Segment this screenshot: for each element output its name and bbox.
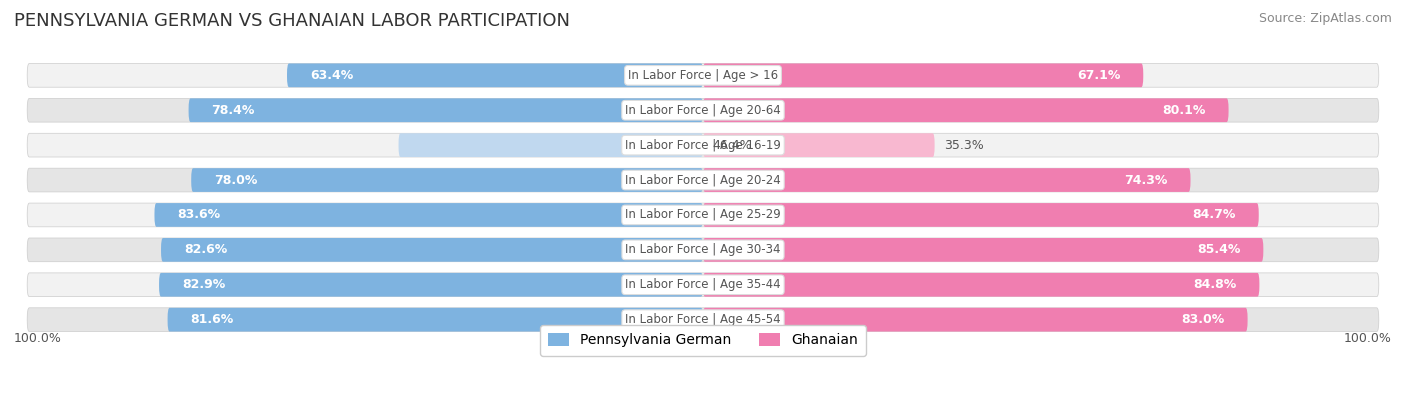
FancyBboxPatch shape — [703, 64, 1143, 87]
Text: 35.3%: 35.3% — [945, 139, 984, 152]
FancyBboxPatch shape — [162, 238, 703, 262]
Text: In Labor Force | Age 35-44: In Labor Force | Age 35-44 — [626, 278, 780, 291]
FancyBboxPatch shape — [27, 64, 1379, 87]
Text: In Labor Force | Age > 16: In Labor Force | Age > 16 — [628, 69, 778, 82]
Text: 80.1%: 80.1% — [1163, 104, 1205, 117]
FancyBboxPatch shape — [27, 168, 1379, 192]
Legend: Pennsylvania German, Ghanaian: Pennsylvania German, Ghanaian — [540, 325, 866, 356]
FancyBboxPatch shape — [703, 168, 1191, 192]
FancyBboxPatch shape — [159, 273, 703, 297]
FancyBboxPatch shape — [27, 273, 1379, 297]
FancyBboxPatch shape — [27, 133, 1379, 157]
Text: In Labor Force | Age 20-64: In Labor Force | Age 20-64 — [626, 104, 780, 117]
FancyBboxPatch shape — [27, 308, 1379, 331]
Text: In Labor Force | Age 20-24: In Labor Force | Age 20-24 — [626, 173, 780, 186]
FancyBboxPatch shape — [703, 273, 1260, 297]
Text: 84.7%: 84.7% — [1192, 209, 1236, 222]
FancyBboxPatch shape — [703, 133, 935, 157]
FancyBboxPatch shape — [191, 168, 703, 192]
FancyBboxPatch shape — [703, 98, 1229, 122]
Text: 83.6%: 83.6% — [177, 209, 221, 222]
FancyBboxPatch shape — [703, 238, 1264, 262]
FancyBboxPatch shape — [155, 203, 703, 227]
Text: 83.0%: 83.0% — [1181, 313, 1225, 326]
Text: 100.0%: 100.0% — [14, 332, 62, 345]
FancyBboxPatch shape — [188, 98, 703, 122]
Text: 74.3%: 74.3% — [1125, 173, 1167, 186]
Text: 100.0%: 100.0% — [1344, 332, 1392, 345]
Text: In Labor Force | Age 30-34: In Labor Force | Age 30-34 — [626, 243, 780, 256]
Text: 82.9%: 82.9% — [181, 278, 225, 291]
FancyBboxPatch shape — [398, 133, 703, 157]
Text: In Labor Force | Age 45-54: In Labor Force | Age 45-54 — [626, 313, 780, 326]
Text: 84.8%: 84.8% — [1194, 278, 1236, 291]
Text: In Labor Force | Age 16-19: In Labor Force | Age 16-19 — [626, 139, 780, 152]
FancyBboxPatch shape — [27, 203, 1379, 227]
FancyBboxPatch shape — [167, 308, 703, 331]
Text: 46.4%: 46.4% — [713, 139, 752, 152]
FancyBboxPatch shape — [27, 238, 1379, 262]
Text: In Labor Force | Age 25-29: In Labor Force | Age 25-29 — [626, 209, 780, 222]
Text: 82.6%: 82.6% — [184, 243, 228, 256]
Text: Source: ZipAtlas.com: Source: ZipAtlas.com — [1258, 12, 1392, 25]
Text: 67.1%: 67.1% — [1077, 69, 1121, 82]
FancyBboxPatch shape — [703, 203, 1258, 227]
Text: 81.6%: 81.6% — [191, 313, 233, 326]
Text: 78.4%: 78.4% — [211, 104, 254, 117]
Text: 63.4%: 63.4% — [309, 69, 353, 82]
Text: PENNSYLVANIA GERMAN VS GHANAIAN LABOR PARTICIPATION: PENNSYLVANIA GERMAN VS GHANAIAN LABOR PA… — [14, 12, 569, 30]
FancyBboxPatch shape — [287, 64, 703, 87]
FancyBboxPatch shape — [703, 308, 1247, 331]
Text: 78.0%: 78.0% — [214, 173, 257, 186]
Text: 85.4%: 85.4% — [1197, 243, 1240, 256]
FancyBboxPatch shape — [27, 98, 1379, 122]
